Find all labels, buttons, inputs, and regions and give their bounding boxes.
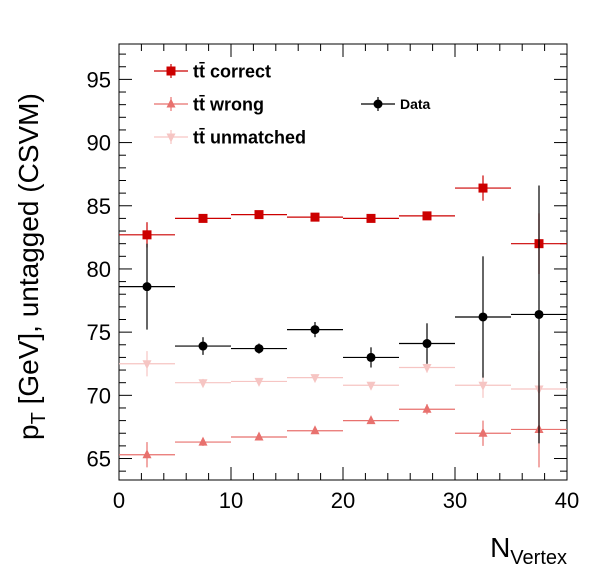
- series-layer: [119, 175, 567, 468]
- x-tick-label: 30: [443, 488, 467, 513]
- x-axis-title: NVertex: [490, 532, 567, 569]
- legend-entry: tt̄ wrong: [154, 94, 264, 114]
- data-point: [198, 341, 208, 351]
- data-point: [366, 352, 376, 362]
- series-ttunmatched: [119, 351, 567, 427]
- x-tick-label: 40: [555, 488, 579, 513]
- legend-entry: tt̄ correct: [154, 61, 271, 81]
- data-point: [198, 379, 208, 389]
- y-tick-label: 80: [87, 257, 111, 282]
- y-tick-label: 95: [87, 67, 111, 92]
- y-axis-title-rest: [GeV], untagged (CSVM): [13, 93, 44, 412]
- data-point: [254, 344, 264, 354]
- legend-label: Data: [400, 96, 431, 112]
- plot-frame: [118, 43, 568, 481]
- series-ttcorrect: [119, 175, 567, 275]
- x-tick-label: 10: [219, 488, 243, 513]
- x-tick-label: 20: [331, 488, 355, 513]
- axis-tick-labels: 0 10 20 30 40 65 70 75 80 85 90 95: [87, 67, 580, 513]
- y-tick-label: 75: [87, 320, 111, 345]
- series-ttwrong: [119, 391, 567, 468]
- data-point: [366, 381, 376, 391]
- y-tick-label: 85: [87, 194, 111, 219]
- y-axis-title-main: p: [13, 424, 44, 440]
- x-axis-title-subscript: Vertex: [510, 547, 567, 569]
- data-point: [534, 309, 544, 319]
- data-point: [422, 339, 432, 349]
- data-point: [310, 325, 320, 335]
- axis-ticks: [118, 44, 568, 480]
- data-point: [366, 415, 376, 425]
- data-point: [310, 374, 320, 384]
- legend-label: tt̄ correct: [193, 61, 271, 81]
- data-point: [422, 364, 432, 374]
- data-point: [254, 431, 264, 441]
- data-point: [142, 230, 152, 240]
- y-axis-title: pT [GeV], untagged (CSVM): [13, 93, 50, 440]
- data-point: [254, 210, 264, 220]
- data-point: [422, 211, 432, 221]
- legend-entry: Data: [361, 96, 431, 112]
- legend-label: tt̄ wrong: [193, 94, 264, 114]
- data-point: [478, 312, 488, 322]
- data-point: [422, 403, 432, 413]
- legend-marker: [166, 98, 176, 108]
- data-point: [478, 381, 488, 391]
- data-point: [142, 360, 152, 370]
- legend-label: tt̄ unmatched: [193, 127, 306, 147]
- data-point: [254, 377, 264, 387]
- legend-entry: tt̄ unmatched: [154, 127, 306, 147]
- data-point: [142, 449, 152, 459]
- data-point: [310, 212, 320, 222]
- data-point: [478, 183, 488, 193]
- data-point: [366, 213, 376, 223]
- data-point: [310, 425, 320, 435]
- legend: tt̄ correct tt̄ wrong tt̄ unmatched Data: [154, 61, 431, 147]
- data-point: [478, 427, 488, 437]
- legend-marker: [166, 133, 176, 143]
- data-point: [198, 213, 208, 223]
- y-tick-label: 65: [87, 447, 111, 472]
- legend-marker: [166, 66, 176, 76]
- data-point: [198, 436, 208, 446]
- x-tick-label: 0: [113, 488, 125, 513]
- y-tick-label: 70: [87, 383, 111, 408]
- legend-marker: [373, 99, 383, 109]
- y-tick-label: 90: [87, 131, 111, 156]
- data-point: [142, 282, 152, 292]
- x-axis-title-main: N: [490, 532, 510, 563]
- y-axis-title-subscript: T: [28, 412, 50, 424]
- series-data: [119, 185, 567, 444]
